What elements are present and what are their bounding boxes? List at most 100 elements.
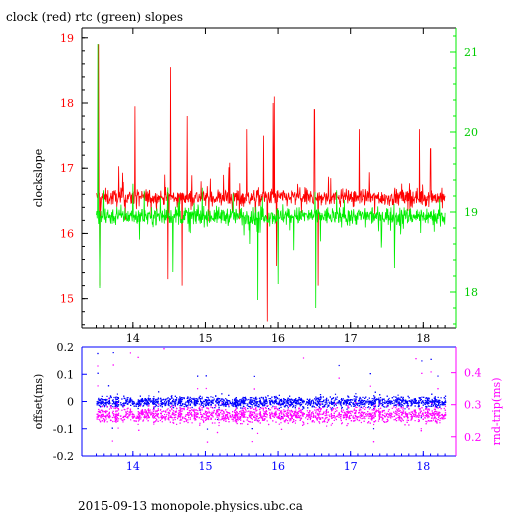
scatter-point [287,407,289,409]
scatter-point [410,404,412,406]
scatter-point [179,397,181,399]
scatter-point [179,414,181,416]
scatter-point [385,401,387,403]
scatter-point [116,401,118,403]
scatter-point [255,413,257,415]
scatter-point [179,406,181,409]
scatter-point [282,416,284,418]
scatter-point [347,396,349,398]
scatter-point [254,403,256,405]
scatter-point [234,414,236,416]
scatter-point [395,410,397,412]
scatter-point [418,406,420,408]
scatter-point [205,417,207,419]
scatter-point [207,415,209,417]
scatter-point [123,419,125,421]
scatter-point [147,417,149,419]
scatter-point [148,416,150,418]
scatter-point [153,410,155,413]
scatter-point [234,398,237,400]
scatter-point [169,406,171,408]
scatter-point [197,398,199,400]
scatter-point [280,428,283,430]
scatter-point [218,401,221,403]
scatter-point [292,406,294,408]
scatter-point [236,405,238,407]
scatter-point [302,399,304,402]
scatter-point [254,414,256,416]
scatter-point [152,412,154,415]
scatter-point [336,407,338,409]
scatter-point [114,417,116,419]
scatter-point [330,401,332,403]
scatter-point [256,432,259,434]
scatter-point [308,417,310,419]
scatter-point [124,402,126,404]
scatter-point [286,401,288,403]
scatter-point [386,400,388,402]
scatter-point [222,414,225,416]
scatter-point [264,401,266,403]
scatter-point [262,402,264,404]
scatter-point [303,421,305,424]
scatter-point [208,416,210,418]
scatter-point [234,416,236,418]
scatter-point [279,416,281,418]
scatter-point [187,397,189,399]
scatter-point [181,405,183,407]
scatter-point [213,399,215,401]
scatter-point [234,405,236,407]
scatter-point [425,420,427,422]
scatter-point [138,429,140,431]
scatter-point [176,423,178,425]
scatter-point [291,403,293,405]
scatter-point [275,413,277,415]
scatter-point [181,398,183,401]
scatter-point [431,405,433,407]
scatter-point [318,421,320,423]
scatter-point [384,412,386,414]
scatter-point [269,414,271,416]
scatter-point [371,416,373,418]
scatter-point [433,414,436,416]
scatter-point [190,412,192,414]
scatter-point [193,415,195,417]
scatter-point [100,400,102,402]
scatter-point [362,413,365,415]
scatter-point [262,404,264,406]
scatter-point [223,400,225,402]
scatter-point [365,413,367,415]
scatter-point [330,424,332,426]
scatter-point [402,419,404,422]
scatter-point [355,398,357,400]
scatter-point [152,400,154,402]
scatter-point [312,420,314,422]
scatter-point [415,412,417,414]
scatter-point [312,405,314,407]
scatter-point [124,397,126,400]
scatter-point [216,401,218,404]
scatter-point [315,407,317,409]
scatter-point [140,404,142,406]
scatter-point [303,423,305,425]
scatter-point [351,399,353,401]
scatter-point [135,420,137,422]
scatter-point [278,404,280,406]
scatter-point [125,401,127,403]
scatter-point [444,398,446,400]
scatter-point [265,397,267,399]
scatter-point [177,403,179,405]
scatter-point [103,402,105,404]
scatter-point [142,419,145,421]
scatter-point [430,412,432,415]
scatter-point [377,405,380,407]
scatter-point [427,414,429,416]
scatter-point [180,410,182,412]
scatter-point [126,408,128,410]
scatter-point [443,418,445,420]
scatter-point [324,406,326,408]
scatter-point [276,403,278,405]
scatter-point [371,404,373,407]
scatter-point [184,402,187,404]
scatter-point [331,409,333,411]
